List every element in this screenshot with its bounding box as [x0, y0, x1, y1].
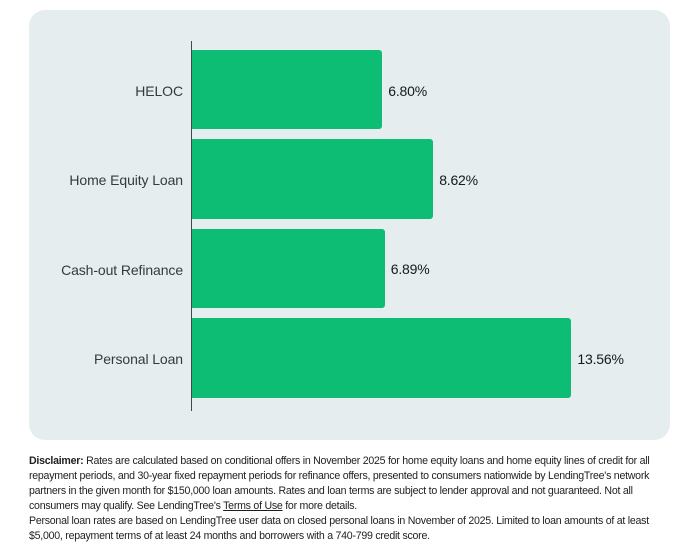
rate-comparison-chart-card: HELOC 6.80% Home Equity Loan 8.62% Cash-… [29, 10, 670, 440]
y-axis-line [191, 41, 192, 411]
terms-of-use-link[interactable]: Terms of Use [223, 500, 283, 512]
bar-heloc [192, 50, 383, 130]
bar-personal-loan [192, 318, 572, 398]
bar-cash-out-refinance [192, 228, 385, 309]
disclaimer-line-3: partners in the given month for $150,000… [29, 485, 633, 497]
value-label-personal-loan: 13.56% [577, 350, 624, 367]
disclaimer-label: Disclaimer: [29, 455, 84, 467]
category-label-personal-loan: Personal Loan [94, 351, 183, 368]
value-label-home-equity-loan: 8.62% [439, 171, 478, 188]
value-label-heloc: 6.80% [388, 82, 427, 99]
disclaimer-line-4: consumers may qualify. See LendingTree's… [29, 500, 357, 512]
disclaimer-line-6: $5,000, repayment terms of at least 24 m… [29, 530, 430, 542]
value-label-cash-out-refinance: 6.89% [390, 261, 430, 278]
disclaimer-line-5: Personal loan rates are based on Lending… [29, 515, 649, 527]
category-label-heloc: HELOC [135, 83, 183, 99]
bar-home-equity-loan [192, 139, 434, 219]
category-label-cash-out-refinance: Cash-out Refinance [61, 261, 183, 278]
disclaimer-line-1: Disclaimer: Rates are calculated based o… [29, 455, 650, 467]
category-label-home-equity-loan: Home Equity Loan [69, 172, 183, 189]
disclaimer-line-2: repayment periods, and 30-year fixed rep… [29, 470, 650, 482]
disclaimer-text: Disclaimer: Rates are calculated based o… [29, 454, 689, 544]
